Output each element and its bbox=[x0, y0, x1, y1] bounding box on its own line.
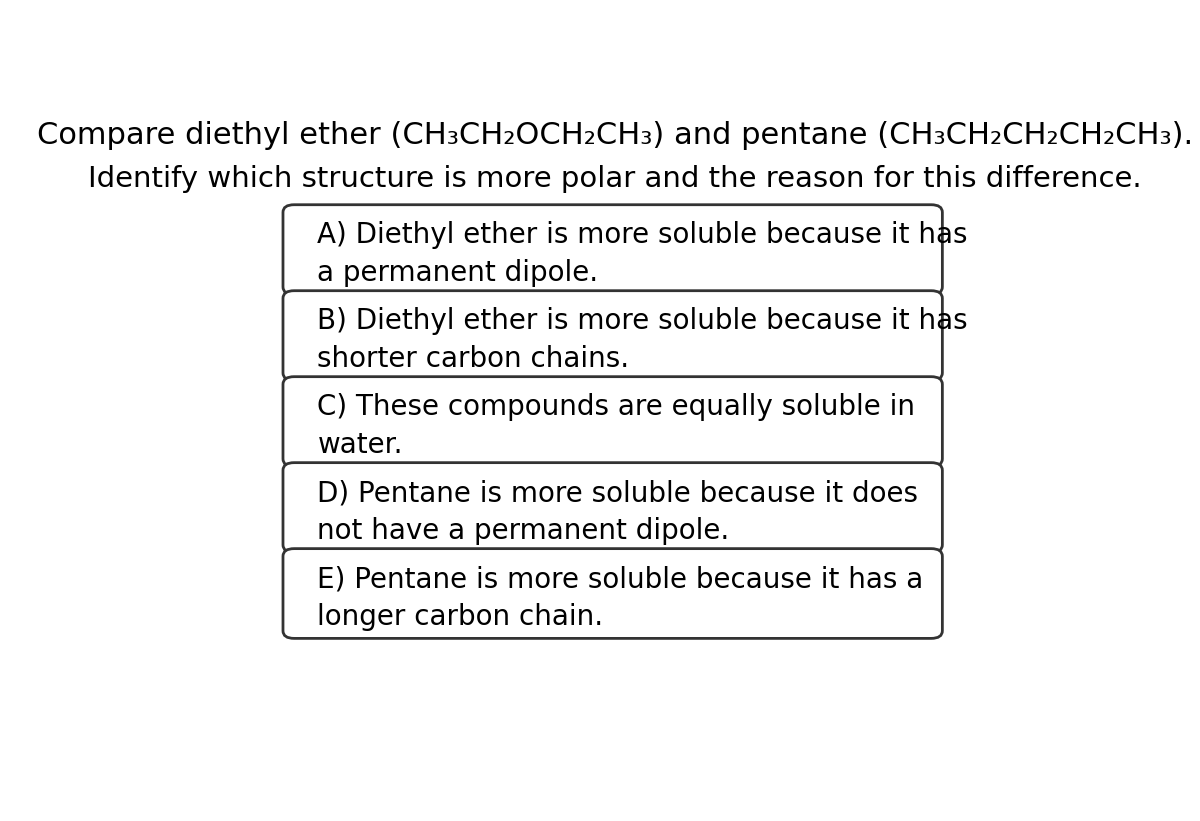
FancyBboxPatch shape bbox=[283, 291, 942, 380]
Text: B) Diethyl ether is more soluble because it has
shorter carbon chains.: B) Diethyl ether is more soluble because… bbox=[317, 307, 968, 373]
Text: D) Pentane is more soluble because it does
not have a permanent dipole.: D) Pentane is more soluble because it do… bbox=[317, 479, 918, 545]
Text: C) These compounds are equally soluble in
water.: C) These compounds are equally soluble i… bbox=[317, 393, 916, 459]
FancyBboxPatch shape bbox=[283, 463, 942, 553]
FancyBboxPatch shape bbox=[283, 377, 942, 466]
Text: Compare diethyl ether (CH₃CH₂OCH₂CH₃) and pentane (CH₃CH₂CH₂CH₂CH₃).: Compare diethyl ether (CH₃CH₂OCH₂CH₃) an… bbox=[37, 121, 1193, 149]
Text: A) Diethyl ether is more soluble because it has
a permanent dipole.: A) Diethyl ether is more soluble because… bbox=[317, 221, 968, 287]
FancyBboxPatch shape bbox=[283, 548, 942, 639]
FancyBboxPatch shape bbox=[283, 204, 942, 295]
Text: E) Pentane is more soluble because it has a
longer carbon chain.: E) Pentane is more soluble because it ha… bbox=[317, 565, 924, 631]
Text: Identify which structure is more polar and the reason for this difference.: Identify which structure is more polar a… bbox=[88, 165, 1142, 193]
